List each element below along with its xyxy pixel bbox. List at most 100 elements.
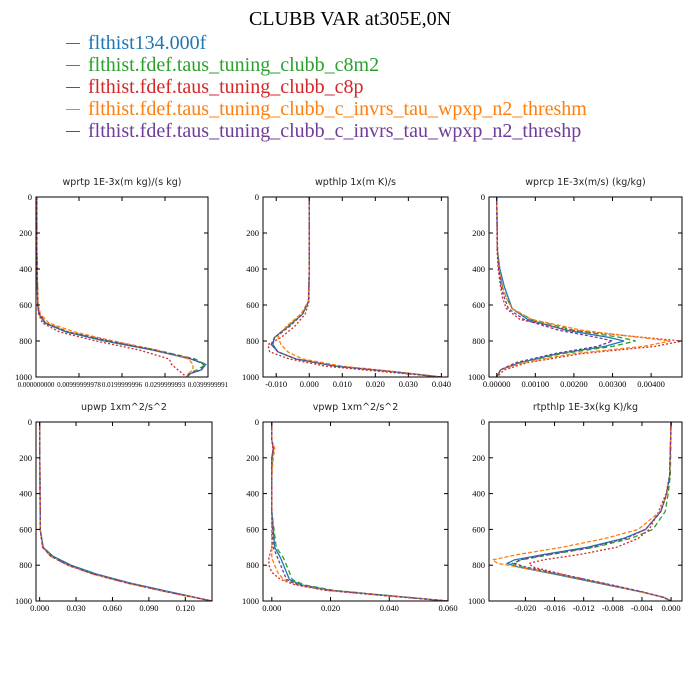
x-tick-label: 0.020	[366, 379, 385, 389]
chart-panel: wpthlp 1x(m K)/s 0 200 400 600 800 1000 -0.010 0…	[242, 177, 451, 389]
y-tick-label: 1000	[468, 372, 485, 382]
legend-swatch	[66, 86, 80, 88]
x-tick-label: -0.016	[544, 603, 566, 613]
x-tick-label: -0.010	[265, 379, 287, 389]
x-tick-label: 0.060	[103, 603, 122, 613]
x-tick-label: 0.000	[662, 603, 681, 613]
x-tick-label: 0.0199999996	[102, 381, 143, 389]
chart-panel: wprcp 1E-3x(m/s) (kg/kg) 0 200 400 600 800 100…	[468, 177, 683, 389]
y-tick-label: 0	[255, 417, 259, 427]
series-line	[36, 197, 187, 377]
y-tick-label: 400	[246, 489, 259, 499]
y-tick-label: 1000	[468, 596, 485, 606]
x-tick-label: 0.0399999991	[188, 381, 229, 389]
series-line	[271, 422, 448, 601]
series-line	[38, 422, 212, 601]
x-tick-label: 0.00999999978	[57, 381, 101, 389]
y-tick-label: 200	[246, 453, 259, 463]
x-tick-label: 0.000	[30, 603, 49, 613]
page-title: CLUBB VAR at305E,0N	[248, 8, 452, 30]
plot-frame	[488, 421, 683, 602]
y-tick-label: 0	[481, 192, 485, 202]
chart-title: rtpthlp 1E-3x(kg K)/kg	[533, 402, 638, 413]
x-tick-label: 0.00400	[637, 379, 665, 389]
legend: flthist134.000f flthist.fdef.taus_tuning…	[66, 32, 587, 142]
plot-frame	[488, 196, 683, 378]
x-tick-label: 0.010	[333, 379, 352, 389]
x-tick-label: -0.008	[602, 603, 624, 613]
legend-label: flthist.fdef.taus_tuning_clubb_c_invrs_t…	[88, 119, 582, 142]
y-tick-label: 800	[19, 336, 32, 346]
chart-title: upwp 1xm^2/s^2	[81, 402, 167, 413]
series-line	[36, 197, 194, 377]
y-tick-label: 200	[19, 453, 32, 463]
series-line	[36, 197, 208, 377]
series-line	[36, 197, 205, 377]
y-tick-label: 0	[28, 417, 32, 427]
series-line	[271, 422, 448, 601]
x-tick-label: -0.020	[514, 603, 536, 613]
chart-title: wprtp 1E-3x(m kg)/(s kg)	[63, 177, 182, 188]
x-tick-label: 0.030	[399, 379, 418, 389]
legend-item: flthist.fdef.taus_tuning_clubb_c_invrs_t…	[66, 120, 587, 142]
y-tick-label: 1000	[242, 372, 259, 382]
x-tick-label: 0.120	[176, 603, 195, 613]
x-tick-label: 0.040	[432, 379, 451, 389]
series-line	[510, 422, 672, 601]
x-tick-label: 0.060	[438, 603, 457, 613]
series-line	[38, 422, 212, 601]
y-tick-label: 800	[472, 560, 485, 570]
y-tick-label: 600	[246, 300, 259, 310]
series-line	[38, 422, 212, 601]
x-tick-label: -0.004	[631, 603, 654, 613]
series-line	[271, 422, 448, 601]
y-tick-label: 600	[472, 300, 485, 310]
y-tick-label: 600	[246, 524, 259, 534]
x-tick-label: 0.00300	[599, 379, 627, 389]
legend-swatch	[66, 108, 80, 110]
series-line	[271, 422, 448, 601]
chart-panel: wprtp 1E-3x(m kg)/(s kg) 0 200 400 600 800 100…	[15, 177, 229, 389]
series-line	[270, 197, 442, 377]
series-line	[270, 197, 442, 377]
legend-label: flthist.fdef.taus_tuning_clubb_c8p	[88, 75, 364, 98]
legend-swatch	[66, 64, 80, 66]
y-tick-label: 0	[28, 192, 32, 202]
chart-title: vpwp 1xm^2/s^2	[313, 402, 399, 413]
plot-frame	[262, 196, 449, 378]
legend-item: flthist134.000f	[66, 32, 587, 54]
x-tick-label: 0.0299999993	[145, 381, 186, 389]
plot-frame	[35, 421, 213, 602]
y-tick-label: 800	[246, 336, 259, 346]
x-tick-label: 0.00200	[560, 379, 588, 389]
series-line	[496, 197, 615, 377]
chart-panel: rtpthlp 1E-3x(kg K)/kg 0 200 400 600 800 1000 -…	[468, 402, 683, 613]
y-tick-label: 200	[19, 228, 32, 238]
y-tick-label: 1000	[242, 596, 259, 606]
x-tick-label: 0.030	[66, 603, 85, 613]
y-tick-label: 400	[19, 264, 32, 274]
chart-title: wpthlp 1x(m K)/s	[315, 177, 396, 188]
y-tick-label: 200	[472, 228, 485, 238]
y-tick-label: 400	[19, 489, 32, 499]
legend-label: flthist134.000f	[88, 31, 207, 54]
series-line	[513, 422, 672, 601]
legend-swatch	[66, 130, 80, 132]
x-tick-label: 0.000	[300, 379, 319, 389]
y-tick-label: 800	[19, 560, 32, 570]
x-tick-label: 0.000	[262, 603, 281, 613]
x-tick-label: 0.090	[139, 603, 158, 613]
y-tick-label: 400	[472, 489, 485, 499]
series-line	[527, 422, 672, 601]
legend-label: flthist.fdef.taus_tuning_clubb_c_invrs_t…	[88, 97, 587, 120]
legend-label: flthist.fdef.taus_tuning_clubb_c8m2	[88, 53, 380, 76]
y-tick-label: 200	[246, 228, 259, 238]
series-line	[496, 197, 671, 377]
x-tick-label: 0.040	[380, 603, 399, 613]
series-line	[268, 422, 448, 601]
legend-item: flthist.fdef.taus_tuning_clubb_c8p	[66, 76, 587, 98]
legend-item: flthist.fdef.taus_tuning_clubb_c_invrs_t…	[66, 98, 587, 120]
